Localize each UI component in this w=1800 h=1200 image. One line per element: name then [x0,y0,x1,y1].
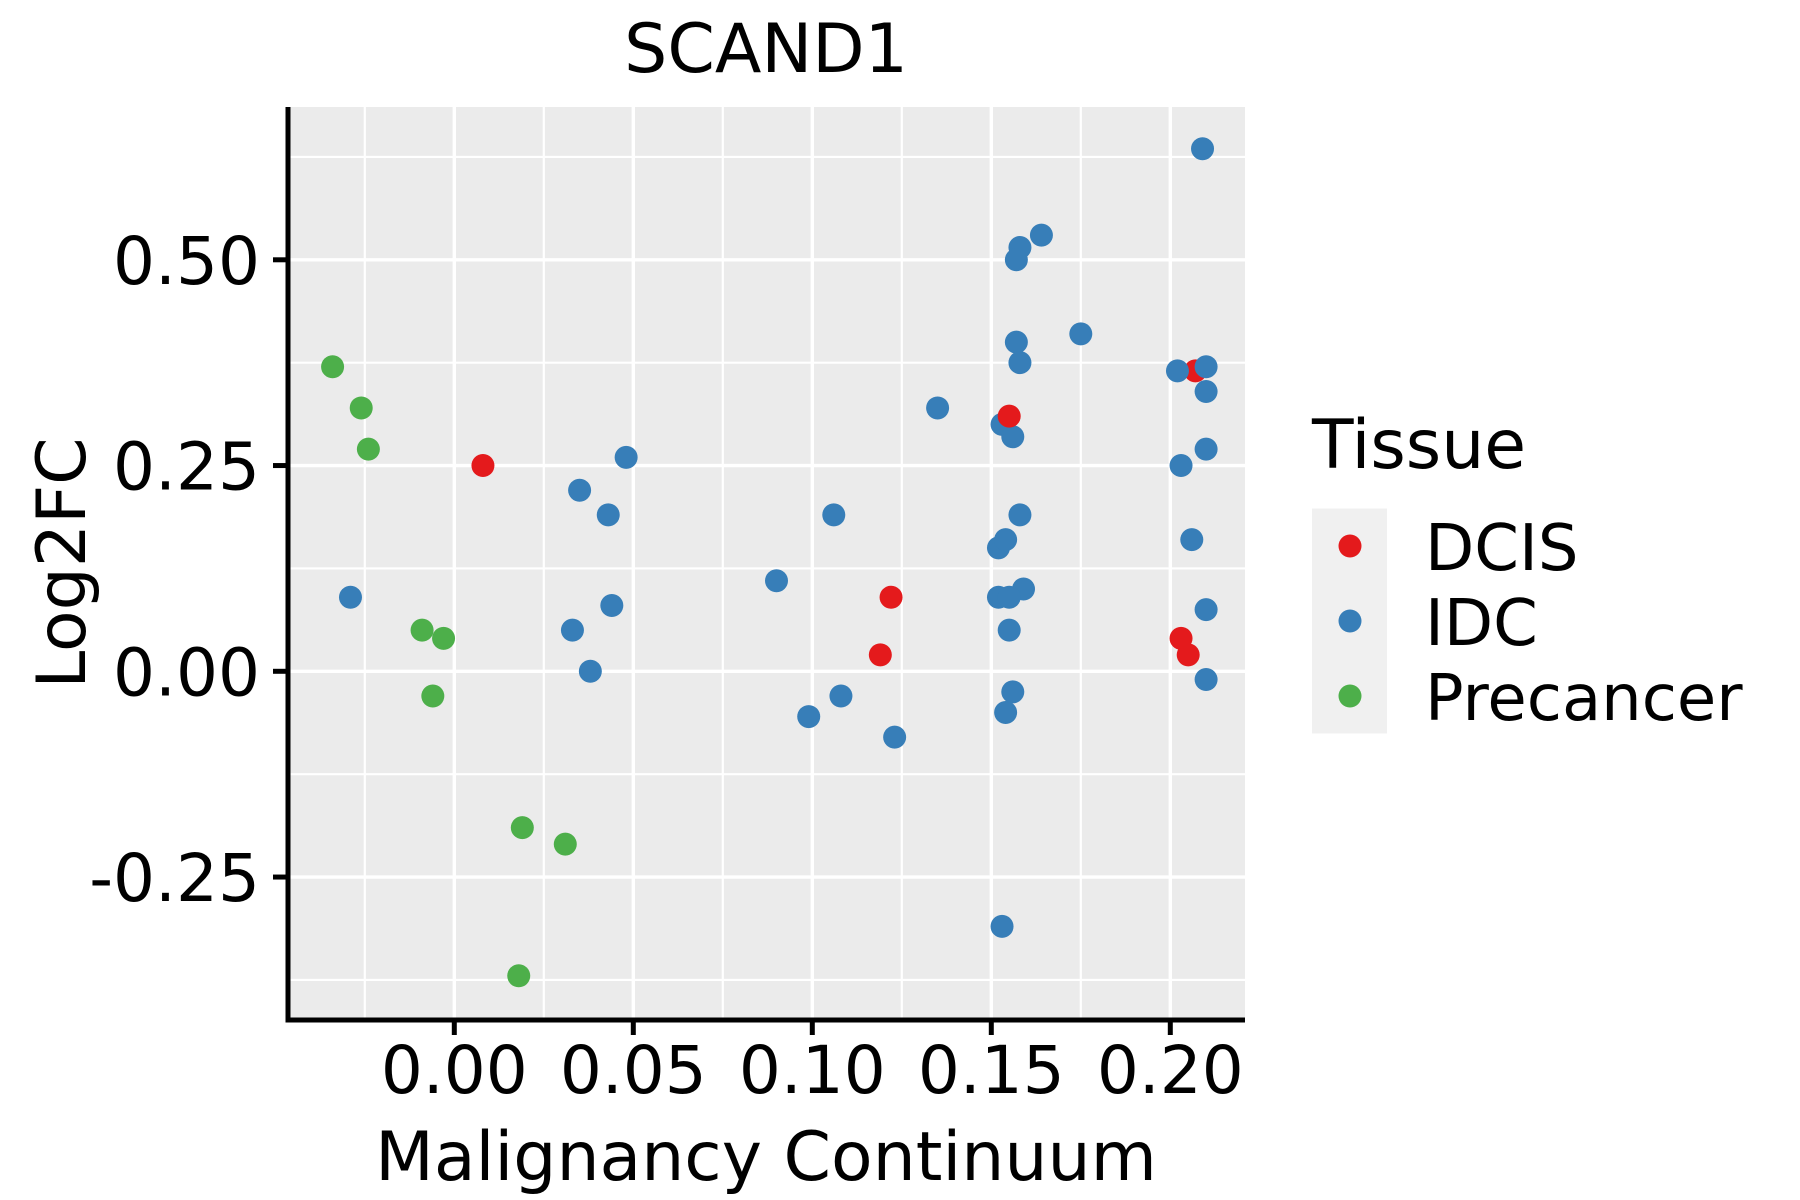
data-point-precancer [507,964,531,988]
legend-title: Tissue [1311,406,1526,485]
data-point-precancer [321,355,345,379]
data-point-idc [1180,528,1204,552]
y-tick-label: -0.25 [89,840,260,917]
data-point-idc [797,705,821,729]
data-point-dcis [879,585,903,609]
data-point-idc [1008,351,1032,375]
data-point-precancer [421,684,445,708]
data-point-idc [994,700,1018,724]
data-point-idc [1191,137,1215,161]
legend-label-dcis: DCIS [1425,512,1578,586]
data-point-precancer [356,437,380,461]
data-point-idc [568,478,592,502]
data-point-idc [1029,223,1053,247]
data-point-idc [1194,668,1218,692]
data-point-idc [1001,680,1025,704]
legend-swatch-idc [1338,609,1362,633]
x-axis-title: Malignancy Continuum [375,1118,1157,1197]
data-point-idc [1169,454,1193,478]
data-point-idc [994,528,1018,552]
x-tick-label: 0.00 [381,1032,528,1109]
data-point-dcis [997,404,1021,428]
legend-label-precancer: Precancer [1425,662,1743,736]
data-point-idc [883,725,907,749]
data-point-precancer [432,626,456,650]
x-tick-label: 0.10 [739,1032,886,1109]
data-point-idc [997,585,1021,609]
data-point-idc [1194,437,1218,461]
data-point-dcis [1176,643,1200,667]
data-point-idc [822,503,846,527]
data-points-layer [321,137,1218,988]
data-point-precancer [349,396,373,420]
data-point-precancer [553,832,577,856]
data-point-dcis [471,454,495,478]
data-point-idc [926,396,950,420]
y-tick-label: 0.25 [113,429,260,506]
data-point-idc [578,659,602,683]
data-point-idc [614,445,638,469]
y-axis-title: Log2FC [23,437,102,688]
data-point-idc [1194,379,1218,403]
plot-title: SCAND1 [624,10,908,89]
data-point-idc [1194,355,1218,379]
axes-layer: 0.00 0.05 0.10 0.15 0.20 -0.25 0.00 0.25 0.50 [89,107,1245,1109]
data-point-idc [600,593,624,617]
legend-swatch-precancer [1338,684,1362,708]
y-tick-label: 0.00 [113,634,260,711]
data-point-idc [1069,322,1093,346]
data-point-idc [829,684,853,708]
data-point-idc [1001,425,1025,449]
data-point-idc [1004,330,1028,354]
y-tick-label: 0.50 [113,223,260,300]
panel-background [288,107,1245,1020]
data-point-idc [338,585,362,609]
x-tick-label: 0.15 [918,1032,1065,1109]
data-point-idc [765,569,788,593]
data-point-dcis [868,643,892,667]
data-point-idc [560,618,584,642]
legend-label-idc: IDC [1425,587,1538,661]
data-point-idc [1004,248,1028,272]
data-point-idc [997,618,1021,642]
data-point-idc [990,914,1014,938]
x-tick-label: 0.20 [1097,1032,1244,1109]
data-point-precancer [510,816,534,840]
legend-swatch-dcis [1338,534,1362,558]
data-point-idc [1194,598,1218,622]
data-point-idc [1008,503,1032,527]
x-tick-label: 0.05 [560,1032,707,1109]
data-point-precancer [410,618,434,642]
plot-panel [288,107,1245,1020]
data-point-idc [596,503,620,527]
data-point-idc [1165,359,1189,383]
